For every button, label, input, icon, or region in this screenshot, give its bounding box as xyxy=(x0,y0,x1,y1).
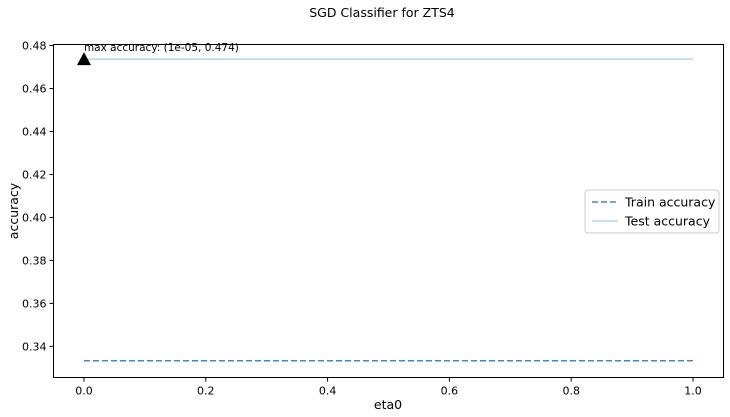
y-tick-label: 0.46 xyxy=(22,83,47,96)
max-accuracy-annotation: max accuracy: (1e-05, 0.474) xyxy=(84,42,239,54)
legend: Train accuracy Test accuracy xyxy=(584,189,720,234)
y-tick-label: 0.42 xyxy=(22,168,47,181)
x-tick-label: 0.0 xyxy=(75,385,93,398)
series-layer xyxy=(83,58,694,362)
chart-title: SGD Classifier for ZTS4 xyxy=(309,5,455,20)
legend-label: Train accuracy xyxy=(624,195,716,210)
y-tick-label: 0.44 xyxy=(22,126,47,139)
y-tick-label: 0.40 xyxy=(22,211,47,224)
x-tick-label: 1.0 xyxy=(684,385,702,398)
x-tick-label: 0.8 xyxy=(562,385,580,398)
x-axis-label: eta0 xyxy=(374,397,402,412)
legend-label: Test accuracy xyxy=(624,214,711,229)
annotation-layer: max accuracy: (1e-05, 0.474) xyxy=(76,42,239,66)
x-tick-label: 0.6 xyxy=(441,385,459,398)
x-tick-label: 0.4 xyxy=(319,385,337,398)
y-tick-label: 0.48 xyxy=(22,40,47,53)
y-axis-label: accuracy xyxy=(6,182,21,239)
y-tick-label: 0.34 xyxy=(22,340,47,353)
x-axis: 0.0 0.2 0.4 0.6 0.8 1.0 xyxy=(75,377,702,398)
y-tick-label: 0.36 xyxy=(22,297,47,310)
y-tick-label: 0.38 xyxy=(22,254,47,267)
y-axis: 0.34 0.36 0.38 0.40 0.42 0.44 0.46 0.48 xyxy=(22,40,54,353)
legend-box xyxy=(584,189,720,234)
x-tick-label: 0.2 xyxy=(197,385,215,398)
max-accuracy-marker xyxy=(76,52,91,66)
